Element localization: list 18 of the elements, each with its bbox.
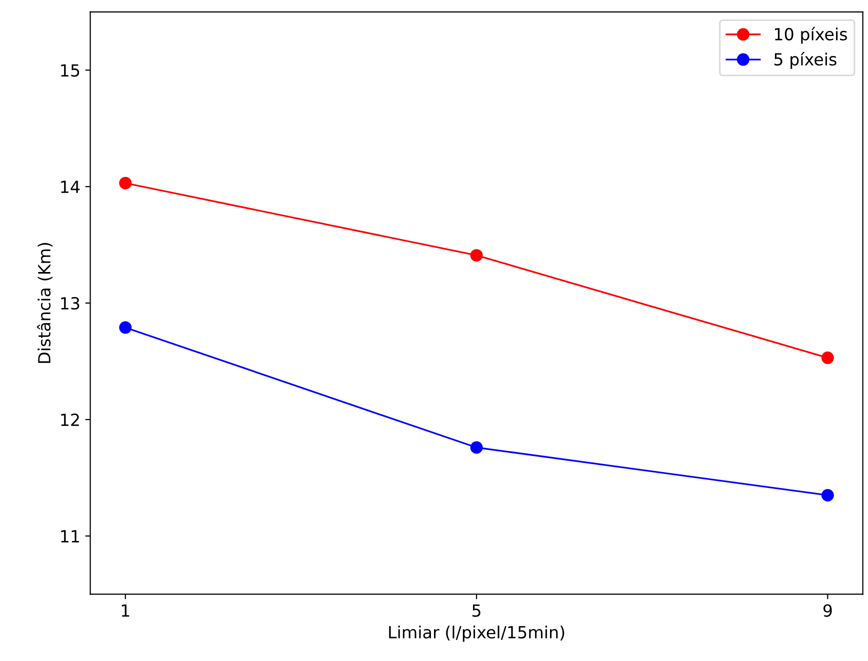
x-tick-label: 1	[122, 604, 130, 617]
point	[470, 249, 483, 262]
y-tick-label: 11	[61, 530, 80, 542]
legend-label: 10 píxeis	[774, 26, 847, 44]
y-tick-label: 13	[61, 297, 80, 310]
y-tick-label: 15	[61, 64, 80, 77]
y-tick-label: 12	[61, 414, 79, 426]
point	[821, 488, 834, 502]
y-axis-title: Distância (Km)	[36, 243, 53, 363]
x-axis-title: Limiar (l/pixel/15min)	[389, 626, 564, 642]
y-tick-label: 14	[61, 180, 80, 193]
point	[821, 352, 834, 364]
point	[119, 176, 132, 190]
point	[470, 441, 483, 454]
x-tick-label: 9	[823, 604, 832, 617]
point	[119, 321, 132, 334]
x-tick-label: 5	[472, 604, 480, 617]
legend-label: 5 píxeis	[774, 52, 836, 69]
